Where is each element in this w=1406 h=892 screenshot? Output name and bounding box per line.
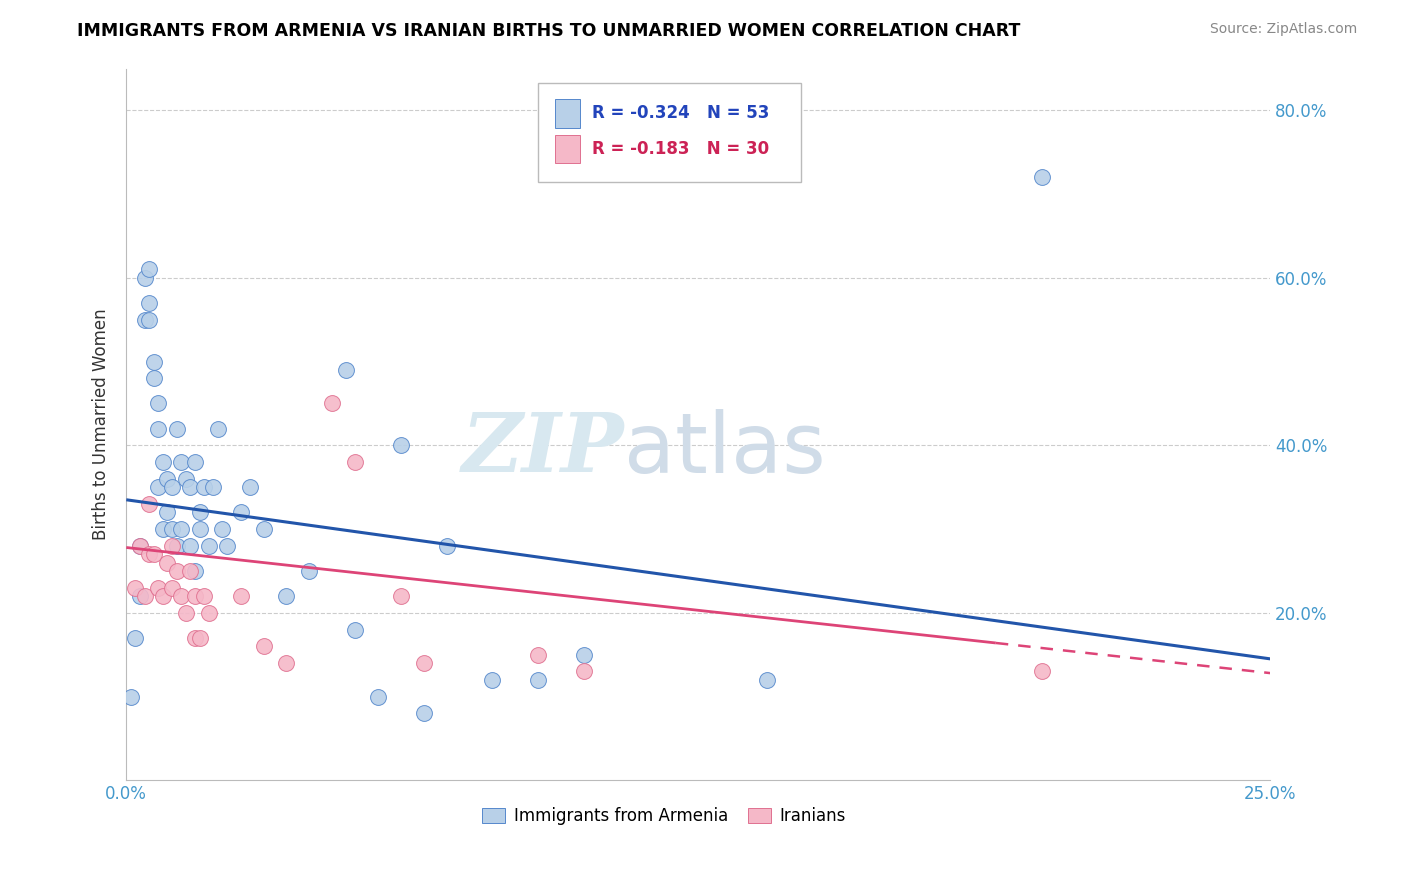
Point: [756, 673, 779, 687]
Point: [152, 522, 174, 536]
Point: [184, 564, 207, 578]
Point: [170, 589, 193, 603]
Point: [1031, 170, 1053, 185]
Point: [179, 539, 201, 553]
Point: [436, 539, 458, 553]
Point: [367, 690, 389, 704]
Point: [138, 497, 160, 511]
Point: [188, 522, 211, 536]
Point: [179, 480, 201, 494]
Point: [344, 623, 367, 637]
Point: [344, 455, 367, 469]
Point: [134, 312, 156, 326]
Point: [160, 581, 183, 595]
FancyBboxPatch shape: [538, 83, 801, 182]
Point: [156, 505, 179, 519]
Point: [229, 505, 252, 519]
Point: [142, 354, 165, 368]
Point: [156, 556, 179, 570]
Point: [156, 472, 179, 486]
Point: [174, 472, 197, 486]
Point: [174, 606, 197, 620]
Point: [193, 480, 215, 494]
Point: [142, 547, 165, 561]
Point: [170, 455, 193, 469]
Point: [572, 665, 595, 679]
Point: [481, 673, 503, 687]
Point: [134, 271, 156, 285]
Point: [211, 522, 233, 536]
Point: [152, 589, 174, 603]
Point: [215, 539, 238, 553]
Point: [138, 262, 160, 277]
Point: [148, 480, 170, 494]
Point: [188, 631, 211, 645]
Point: [152, 455, 174, 469]
Point: [572, 648, 595, 662]
Point: [412, 656, 434, 670]
FancyBboxPatch shape: [555, 99, 581, 128]
Text: R = -0.183   N = 30: R = -0.183 N = 30: [592, 140, 769, 158]
Point: [252, 640, 274, 654]
Point: [184, 589, 207, 603]
Point: [148, 421, 170, 435]
Point: [142, 371, 165, 385]
Point: [527, 673, 550, 687]
Text: R = -0.324   N = 53: R = -0.324 N = 53: [592, 104, 769, 122]
Point: [138, 296, 160, 310]
Text: ZIP: ZIP: [461, 409, 624, 490]
FancyBboxPatch shape: [555, 135, 581, 163]
Point: [166, 564, 188, 578]
Point: [148, 581, 170, 595]
Point: [160, 480, 183, 494]
Point: [184, 631, 207, 645]
Point: [138, 312, 160, 326]
Point: [1031, 665, 1053, 679]
Point: [207, 421, 229, 435]
Point: [148, 396, 170, 410]
Point: [527, 648, 550, 662]
Point: [412, 706, 434, 721]
Text: Source: ZipAtlas.com: Source: ZipAtlas.com: [1209, 22, 1357, 37]
Point: [276, 656, 298, 670]
Point: [389, 438, 412, 452]
Point: [129, 539, 152, 553]
Point: [160, 522, 183, 536]
Point: [120, 690, 142, 704]
Point: [335, 363, 357, 377]
Point: [124, 581, 146, 595]
Point: [179, 564, 201, 578]
Text: IMMIGRANTS FROM ARMENIA VS IRANIAN BIRTHS TO UNMARRIED WOMEN CORRELATION CHART: IMMIGRANTS FROM ARMENIA VS IRANIAN BIRTH…: [77, 22, 1021, 40]
Point: [197, 539, 219, 553]
Point: [160, 539, 183, 553]
Y-axis label: Births to Unmarried Women: Births to Unmarried Women: [93, 309, 110, 541]
Point: [321, 396, 343, 410]
Text: atlas: atlas: [624, 409, 825, 490]
Point: [184, 455, 207, 469]
Point: [124, 631, 146, 645]
Point: [129, 589, 152, 603]
Point: [202, 480, 225, 494]
Point: [229, 589, 252, 603]
Point: [129, 539, 152, 553]
Point: [188, 505, 211, 519]
Point: [166, 421, 188, 435]
Legend: Immigrants from Armenia, Iranians: Immigrants from Armenia, Iranians: [482, 807, 846, 825]
Point: [276, 589, 298, 603]
Point: [252, 522, 274, 536]
Point: [166, 539, 188, 553]
Point: [239, 480, 262, 494]
Point: [389, 589, 412, 603]
Point: [138, 547, 160, 561]
Point: [197, 606, 219, 620]
Point: [298, 564, 321, 578]
Point: [170, 522, 193, 536]
Point: [134, 589, 156, 603]
Point: [193, 589, 215, 603]
